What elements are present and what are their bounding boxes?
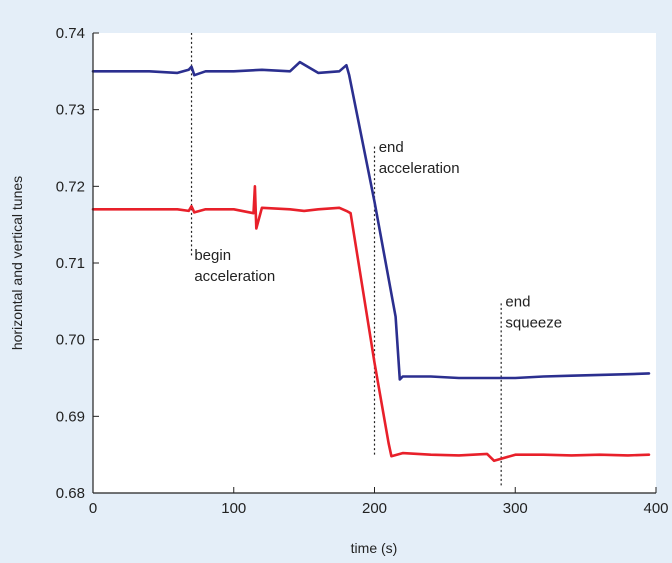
- x-axis-title: time (s): [351, 540, 398, 556]
- annotation-label: begin: [194, 247, 231, 264]
- y-tick-label: 0.69: [56, 408, 85, 425]
- annotations-layer: begin acceleration end acceleration end squee…: [190, 33, 562, 486]
- annotation-label: end: [505, 294, 530, 311]
- y-tick-label: 0.72: [56, 178, 85, 195]
- y-axis-title: horizontal and vertical tunes: [9, 176, 25, 350]
- y-tick-label: 0.73: [56, 102, 85, 119]
- x-tick-label: 400: [643, 500, 668, 517]
- y-tick-label: 0.68: [56, 485, 85, 502]
- x-tick-label: 200: [362, 500, 387, 517]
- series-line-1: [91, 185, 651, 463]
- x-tick-label: 0: [89, 500, 97, 517]
- annotation-label: acceleration: [379, 160, 460, 177]
- y-tick-label: 0.70: [56, 332, 85, 349]
- annotation-label: acceleration: [194, 268, 275, 285]
- y-tick-label: 0.74: [56, 25, 85, 42]
- series-layer: [91, 60, 651, 463]
- annotation-label: end: [379, 139, 404, 156]
- x-tick-label: 300: [503, 500, 528, 517]
- ticks-layer: 0 100 200 300 400 0.68 0.69 0.70 0.71 0.72 0.73 0.7…: [56, 25, 669, 517]
- x-tick-label: 100: [221, 500, 246, 517]
- plot-area: [93, 33, 656, 493]
- annotation-label: squeeze: [505, 315, 562, 332]
- series-line-0: [91, 60, 651, 381]
- y-tick-label: 0.71: [56, 255, 85, 272]
